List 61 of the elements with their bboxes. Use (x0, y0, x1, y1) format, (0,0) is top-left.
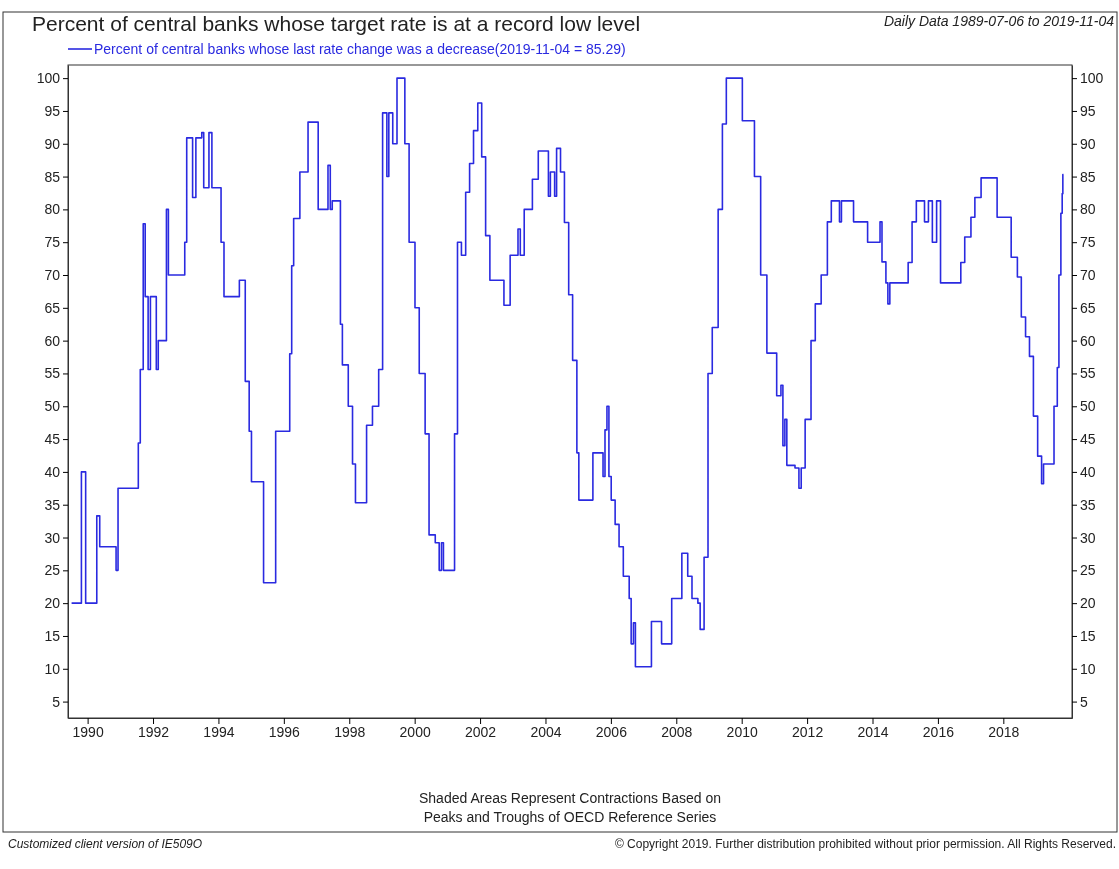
x-tick-label: 1998 (334, 723, 366, 740)
y-tick-label: 75 (44, 234, 61, 251)
x-tick-label: 2006 (595, 723, 628, 740)
y2-tick-label: 10 (1080, 660, 1096, 677)
y2-tick-label: 30 (1080, 529, 1096, 546)
y-tick-label: 20 (44, 595, 61, 612)
x-tick-label: 2002 (464, 723, 497, 740)
y2-tick-label: 5 (1080, 693, 1088, 710)
y-tick-label: 55 (44, 365, 61, 382)
x-tick-label: 2008 (661, 723, 693, 740)
y-tick-label: 85 (44, 168, 61, 185)
x-tick-label: 1996 (268, 723, 301, 740)
y-tick-label: 45 (44, 431, 61, 448)
y2-tick-label: 70 (1080, 266, 1096, 283)
y-tick-label: 95 (44, 102, 61, 119)
y-tick-label: 5 (52, 693, 61, 710)
y2-tick-label: 25 (1080, 562, 1096, 579)
y-tick-label: 70 (44, 266, 61, 283)
y-tick-label: 15 (44, 627, 61, 644)
y-tick-label: 80 (44, 201, 61, 218)
y2-tick-label: 75 (1080, 234, 1096, 251)
y2-tick-label: 65 (1080, 299, 1096, 316)
y-tick-label: 90 (44, 135, 61, 152)
x-tick-label: 2018 (988, 723, 1020, 740)
y-tick-label: 30 (44, 529, 61, 546)
y2-tick-label: 90 (1080, 135, 1096, 152)
text: © Copyright 2019. Further distribution prohibited without prior permission. All Rights Reserved. (614, 837, 1116, 851)
x-tick-label: 2012 (792, 723, 824, 740)
text: Customized client version of IE509O (8, 837, 203, 851)
y2-tick-label: 20 (1080, 595, 1096, 612)
x-tick-label: 2010 (726, 723, 758, 740)
y-tick-label: 50 (44, 398, 61, 415)
y2-tick-label: 15 (1080, 627, 1096, 644)
y2-tick-label: 100 (1080, 70, 1104, 87)
y-tick-label: 65 (44, 299, 61, 316)
y2-tick-label: 85 (1080, 168, 1096, 185)
y-tick-label: 40 (44, 463, 61, 480)
y-tick-label: 100 (36, 70, 61, 87)
y2-tick-label: 95 (1080, 102, 1096, 119)
y-tick-label: 60 (44, 332, 61, 349)
y2-tick-label: 45 (1080, 431, 1096, 448)
y-tick-label: 35 (44, 496, 61, 513)
text: Shaded Areas Represent Contractions Based on Peaks and Troughs of OECD Reference Series (419, 790, 721, 825)
y-tick-label: 10 (44, 660, 61, 677)
y-tick-label: 25 (44, 562, 61, 579)
x-tick-label: 2016 (922, 723, 955, 740)
x-tick-label: 2014 (857, 723, 889, 740)
y2-tick-label: 55 (1080, 365, 1096, 382)
chart-subtitle: Daily Data 1989-07-06 to 2019-11-04 (883, 13, 1115, 29)
x-tick-label: 1994 (203, 723, 235, 740)
x-tick-label: 2004 (530, 723, 562, 740)
y2-tick-label: 60 (1080, 332, 1096, 349)
x-tick-label: 1992 (137, 723, 170, 740)
chart-title: Percent of central banks whose target rate is at a record low level (32, 12, 641, 35)
y2-tick-label: 40 (1080, 463, 1096, 480)
x-tick-label: 2000 (399, 723, 431, 740)
y2-tick-label: 35 (1080, 496, 1096, 513)
y2-tick-label: 50 (1080, 398, 1096, 415)
legend-label: Percent of central banks whose last rate change was a decrease(2019-11-04 = 85.29) (94, 41, 626, 57)
x-tick-label: 1990 (72, 723, 104, 740)
y2-tick-label: 80 (1080, 201, 1096, 218)
